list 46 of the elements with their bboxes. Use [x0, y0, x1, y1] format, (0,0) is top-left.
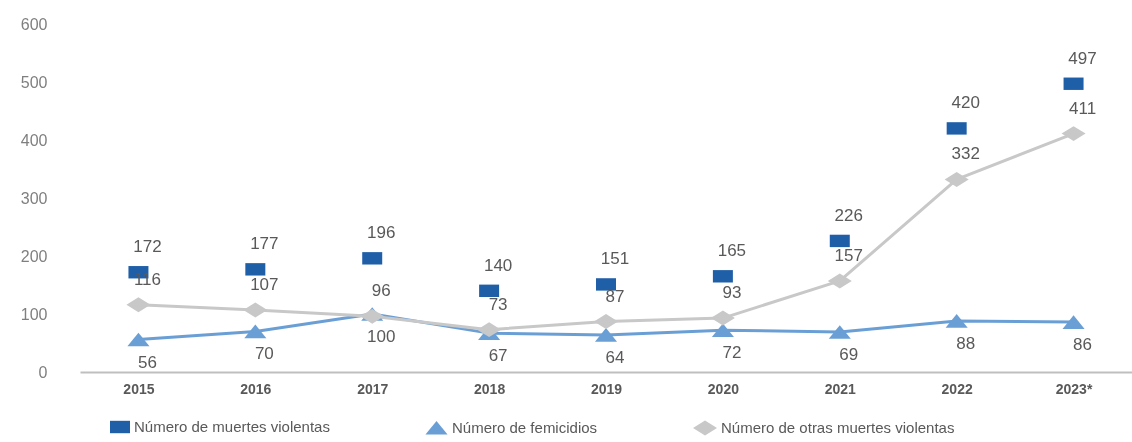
- data-label: 116: [133, 269, 161, 289]
- data-label: 64: [605, 347, 625, 367]
- data-label: 411: [1069, 98, 1097, 118]
- legend-label: Número de femicidios: [452, 418, 598, 436]
- data-label: 70: [254, 344, 274, 364]
- data-label: 177: [250, 234, 279, 254]
- data-label: 56: [137, 352, 157, 372]
- data-label: 420: [951, 93, 980, 113]
- y-tick-label: 400: [20, 131, 48, 149]
- y-tick-label: 600: [20, 15, 48, 33]
- legend-label: Número de otras muertes violentas: [721, 419, 955, 436]
- x-tick-label: 2022: [941, 380, 973, 397]
- data-label: 226: [834, 205, 863, 225]
- data-label: 332: [951, 144, 980, 164]
- legend-label: Número de muertes violentas: [134, 418, 330, 435]
- x-tick-label: 2020: [707, 380, 740, 397]
- x-tick-label: 2019: [590, 380, 623, 397]
- x-tick-label: 2018: [474, 380, 506, 397]
- x-tick-label: 2023*: [1055, 380, 1093, 397]
- y-tick-label: 500: [20, 73, 48, 91]
- data-label: 73: [488, 294, 508, 314]
- data-label: 67: [488, 346, 508, 366]
- x-tick-label: 2016: [240, 380, 272, 397]
- data-label: 87: [605, 286, 625, 306]
- data-label: 72: [722, 343, 742, 363]
- data-label: 69: [839, 344, 859, 364]
- x-tick-label: 2017: [357, 380, 389, 397]
- y-tick-label: 200: [20, 247, 48, 265]
- data-label: 88: [956, 333, 976, 353]
- data-label: 157: [834, 245, 863, 265]
- data-label: 96: [371, 281, 391, 301]
- data-label: 107: [250, 274, 279, 294]
- x-tick-label: 2021: [824, 380, 857, 397]
- x-tick-label: 2015: [123, 380, 155, 397]
- y-tick-label: 300: [20, 189, 48, 207]
- data-label: 151: [600, 249, 630, 269]
- data-label: 497: [1068, 48, 1097, 68]
- data-label: 86: [1073, 335, 1093, 355]
- data-label: 196: [367, 223, 396, 243]
- data-label: 172: [133, 237, 162, 257]
- data-label: 93: [722, 283, 742, 303]
- data-label: 165: [717, 241, 747, 261]
- data-label: 100: [367, 327, 396, 346]
- y-tick-label: 0: [38, 363, 48, 381]
- y-tick-label: 100: [20, 305, 48, 323]
- data-label: 140: [483, 255, 513, 275]
